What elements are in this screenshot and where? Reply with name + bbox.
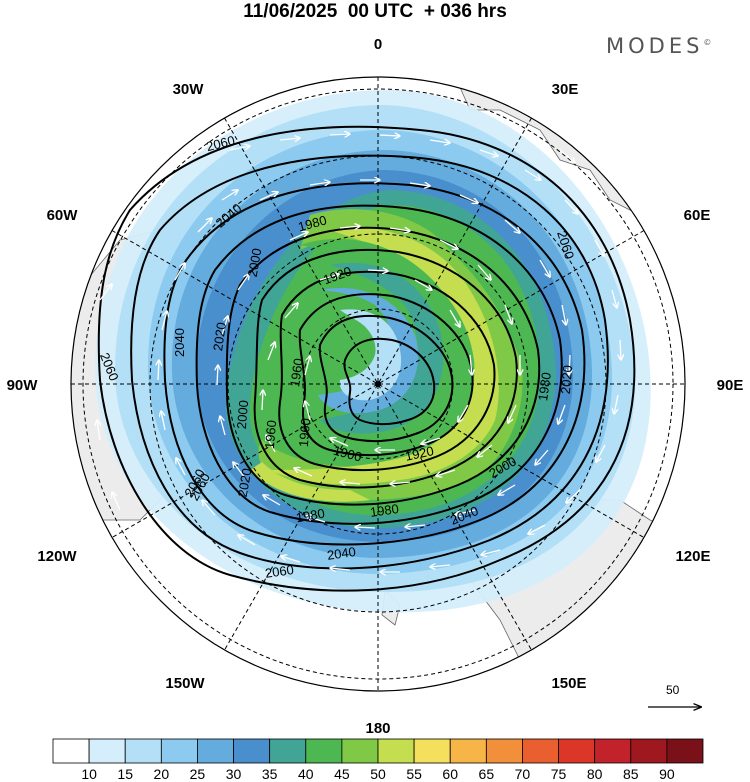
colorbar-label: 65 bbox=[478, 766, 495, 782]
contour-label: 2000 bbox=[234, 400, 251, 430]
contour-label: 2060 bbox=[205, 133, 237, 155]
colorbar-label: 25 bbox=[189, 766, 206, 782]
lon-label-0: 0 bbox=[374, 36, 382, 53]
brand-name: MODES bbox=[606, 34, 704, 58]
colorbar-swatch bbox=[377, 738, 415, 764]
colorbar-label: 70 bbox=[514, 766, 531, 782]
colorbar-label: 75 bbox=[550, 766, 567, 782]
colorbar-swatch bbox=[666, 738, 704, 764]
contour-labels: 2060 2040 1980 2060 2060 2000 1920 2060 … bbox=[97, 133, 577, 581]
reference-vector-label: 50 bbox=[666, 683, 680, 697]
colorbar-label: 85 bbox=[622, 766, 639, 782]
contour-label: 2040 bbox=[326, 544, 357, 563]
colorbar-label: 90 bbox=[659, 766, 675, 782]
colorbar-label: 20 bbox=[153, 766, 170, 782]
contour-label: 1980 bbox=[535, 371, 554, 402]
lon-label-150w: 150W bbox=[165, 675, 205, 692]
brand-mark: © bbox=[703, 38, 712, 47]
lon-label-60w: 60W bbox=[47, 207, 79, 224]
contour-label: 1960 bbox=[287, 357, 306, 388]
forecast-title: 11/06/2025 00 UTC + 036 hrs bbox=[243, 1, 507, 22]
colorbar-swatch bbox=[88, 738, 126, 764]
contour-label: 2060 bbox=[264, 562, 295, 581]
colorbar-swatch bbox=[630, 738, 668, 764]
colorbar-swatch bbox=[558, 738, 596, 764]
colorbar-swatch bbox=[485, 738, 523, 764]
lon-label-30w: 30W bbox=[173, 81, 205, 98]
colorbar-swatch bbox=[305, 738, 343, 764]
contour-label: 2020 bbox=[558, 365, 575, 395]
colorbar-swatch bbox=[269, 738, 307, 764]
lon-label-150e: 150E bbox=[551, 675, 586, 692]
contour-label: 1920 bbox=[404, 443, 435, 464]
colorbar-label: 45 bbox=[334, 766, 350, 782]
colorbar bbox=[52, 738, 704, 764]
lon-label-120w: 120W bbox=[37, 548, 77, 565]
colorbar-label: 30 bbox=[225, 766, 242, 782]
wind-arrows bbox=[97, 134, 652, 572]
colorbar-swatch bbox=[233, 738, 271, 764]
colorbar-label: 55 bbox=[406, 766, 422, 782]
reference-vector-arrow bbox=[648, 700, 706, 714]
contour-label: 2000 bbox=[245, 247, 265, 278]
pole-marker bbox=[375, 381, 381, 387]
contour-label: 1980 bbox=[369, 501, 400, 520]
colorbar-swatch bbox=[52, 738, 90, 764]
contour-label: 1900 bbox=[332, 443, 364, 465]
colorbar-label: 60 bbox=[442, 766, 458, 782]
brand-logo: MODES© bbox=[606, 34, 711, 58]
contour-label: 1960 bbox=[296, 418, 313, 448]
colorbar-swatch bbox=[197, 738, 234, 764]
colorbar-swatch bbox=[160, 738, 198, 764]
colorbar-swatch bbox=[413, 738, 451, 764]
lon-label-180: 180 bbox=[365, 720, 390, 737]
colorbar-label: 40 bbox=[297, 766, 314, 782]
contour-label: 2020 bbox=[210, 321, 229, 352]
contour-label: 2040 bbox=[172, 328, 187, 357]
lon-label-90w: 90W bbox=[7, 377, 39, 394]
colorbar-label: 10 bbox=[81, 766, 97, 782]
contour-label: 1980 bbox=[295, 506, 326, 526]
lon-label-120e: 120E bbox=[675, 548, 710, 565]
contour-label: 1960 bbox=[262, 420, 279, 450]
lon-label-90e: 90E bbox=[717, 377, 744, 394]
colorbar-label: 80 bbox=[586, 766, 603, 782]
colorbar-swatch bbox=[594, 738, 632, 764]
contour-label: 1980 bbox=[296, 212, 328, 234]
height-contours bbox=[97, 125, 636, 592]
colorbar-swatch bbox=[449, 738, 487, 764]
colorbar-label: 50 bbox=[370, 766, 386, 782]
longitude-labels: 0 30E 60E 90E 120E 150E 180 150W 120W 90… bbox=[7, 36, 744, 737]
colorbar-label: 15 bbox=[117, 766, 133, 782]
map-border bbox=[70, 76, 686, 692]
contour-label: 2020 bbox=[235, 467, 255, 498]
colorbar-swatch bbox=[522, 738, 559, 764]
colorbar-swatch bbox=[341, 738, 379, 764]
lon-label-60e: 60E bbox=[684, 207, 711, 224]
colorbar-label: 35 bbox=[261, 766, 278, 782]
lon-label-30e: 30E bbox=[552, 81, 579, 98]
colorbar-swatch bbox=[124, 738, 162, 764]
